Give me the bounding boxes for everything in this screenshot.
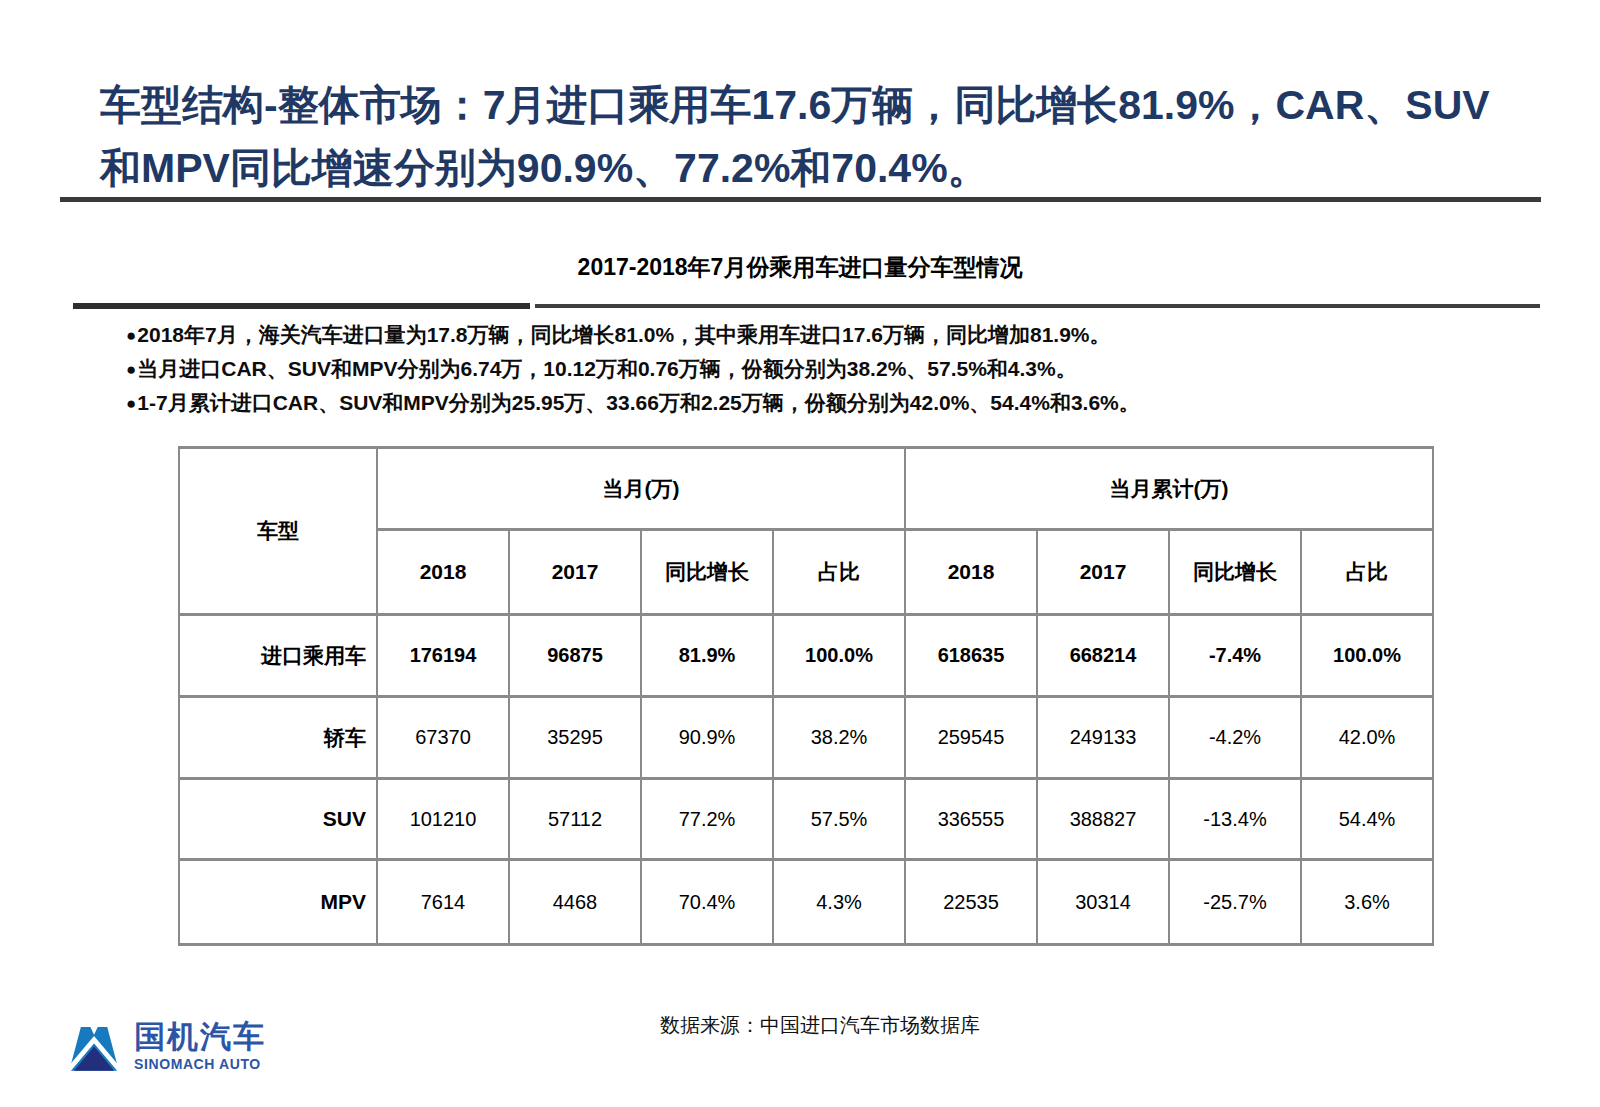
bullet-text: 2018年7月，海关汽车进口量为17.8万辆，同比增长81.0%，其中乘用车进口… bbox=[137, 323, 1110, 346]
cell: 38.2% bbox=[773, 697, 905, 779]
cell: 336555 bbox=[905, 779, 1037, 860]
row-label: SUV bbox=[179, 779, 377, 860]
subtitle-divider-right bbox=[535, 304, 1540, 308]
cell: 176194 bbox=[377, 615, 509, 697]
row-label: 轿车 bbox=[179, 697, 377, 779]
bullet-list: ●2018年7月，海关汽车进口量为17.8万辆，同比增长81.0%，其中乘用车进… bbox=[126, 318, 1476, 420]
page-title-line1: 车型结构-整体市场：7月进口乘用车17.6万辆，同比增长81.9%，CAR、SU… bbox=[100, 74, 1540, 137]
cell: 96875 bbox=[509, 615, 641, 697]
col-header-share: 占比 bbox=[773, 530, 905, 615]
cell: -7.4% bbox=[1169, 615, 1301, 697]
table-row: SUV 101210 57112 77.2% 57.5% 336555 3888… bbox=[179, 779, 1433, 860]
cell: 67370 bbox=[377, 697, 509, 779]
bullet-item: ●2018年7月，海关汽车进口量为17.8万辆，同比增长81.0%，其中乘用车进… bbox=[126, 318, 1476, 352]
cell: 100.0% bbox=[773, 615, 905, 697]
bullet-text: 1-7月累计进口CAR、SUV和MPV分别为25.95万、33.66万和2.25… bbox=[137, 391, 1139, 414]
cell: 101210 bbox=[377, 779, 509, 860]
cell: 3.6% bbox=[1301, 860, 1433, 945]
group-header-cumulative: 当月累计(万) bbox=[905, 448, 1433, 530]
cell: -25.7% bbox=[1169, 860, 1301, 945]
cell: -4.2% bbox=[1169, 697, 1301, 779]
table-row: 进口乘用车 176194 96875 81.9% 100.0% 618635 6… bbox=[179, 615, 1433, 697]
cell: 42.0% bbox=[1301, 697, 1433, 779]
cell: 54.4% bbox=[1301, 779, 1433, 860]
cell: 22535 bbox=[905, 860, 1037, 945]
logo-name-en: SINOMACH AUTO bbox=[134, 1056, 266, 1072]
subtitle-divider-left bbox=[73, 303, 530, 309]
group-header-current-month: 当月(万) bbox=[377, 448, 905, 530]
bullet-item: ●1-7月累计进口CAR、SUV和MPV分别为25.95万、33.66万和2.2… bbox=[126, 386, 1476, 420]
col-header-yoy: 同比增长 bbox=[641, 530, 773, 615]
col-header-2017: 2017 bbox=[509, 530, 641, 615]
bullet-text: 当月进口CAR、SUV和MPV分别为6.74万，10.12万和0.76万辆，份额… bbox=[137, 357, 1076, 380]
bullet-item: ●当月进口CAR、SUV和MPV分别为6.74万，10.12万和0.76万辆，份… bbox=[126, 352, 1476, 386]
cell: 70.4% bbox=[641, 860, 773, 945]
col-header-vehicle-type: 车型 bbox=[179, 448, 377, 615]
table-row: 轿车 67370 35295 90.9% 38.2% 259545 249133… bbox=[179, 697, 1433, 779]
bullet-marker: ● bbox=[126, 394, 136, 413]
page-title: 车型结构-整体市场：7月进口乘用车17.6万辆，同比增长81.9%，CAR、SU… bbox=[100, 74, 1540, 200]
cell: 77.2% bbox=[641, 779, 773, 860]
cell: 4468 bbox=[509, 860, 641, 945]
col-header-2018-cum: 2018 bbox=[905, 530, 1037, 615]
page-title-line2: 和MPV同比增速分别为90.9%、77.2%和70.4%。 bbox=[100, 137, 1540, 200]
cell: 249133 bbox=[1037, 697, 1169, 779]
col-header-share-cum: 占比 bbox=[1301, 530, 1433, 615]
cell: -13.4% bbox=[1169, 779, 1301, 860]
row-label: MPV bbox=[179, 860, 377, 945]
cell: 35295 bbox=[509, 697, 641, 779]
cell: 100.0% bbox=[1301, 615, 1433, 697]
col-header-yoy-cum: 同比增长 bbox=[1169, 530, 1301, 615]
bullet-marker: ● bbox=[126, 360, 136, 379]
table-title: 2017-2018年7月份乘用车进口量分车型情况 bbox=[0, 252, 1600, 283]
cell: 618635 bbox=[905, 615, 1037, 697]
cell: 81.9% bbox=[641, 615, 773, 697]
cell: 4.3% bbox=[773, 860, 905, 945]
bullet-marker: ● bbox=[126, 326, 136, 345]
cell: 30314 bbox=[1037, 860, 1169, 945]
data-source-note: 数据来源：中国进口汽车市场数据库 bbox=[0, 1012, 1600, 1039]
cell: 57.5% bbox=[773, 779, 905, 860]
cell: 388827 bbox=[1037, 779, 1169, 860]
cell: 668214 bbox=[1037, 615, 1169, 697]
cell: 259545 bbox=[905, 697, 1037, 779]
cell: 57112 bbox=[509, 779, 641, 860]
table-row: MPV 7614 4468 70.4% 4.3% 22535 30314 -25… bbox=[179, 860, 1433, 945]
col-header-2018: 2018 bbox=[377, 530, 509, 615]
col-header-2017-cum: 2017 bbox=[1037, 530, 1169, 615]
import-volume-table: 车型 当月(万) 当月累计(万) 2018 2017 同比增长 占比 2018 … bbox=[178, 446, 1434, 946]
cell: 7614 bbox=[377, 860, 509, 945]
cell: 90.9% bbox=[641, 697, 773, 779]
title-divider bbox=[60, 197, 1541, 202]
row-label: 进口乘用车 bbox=[179, 615, 377, 697]
